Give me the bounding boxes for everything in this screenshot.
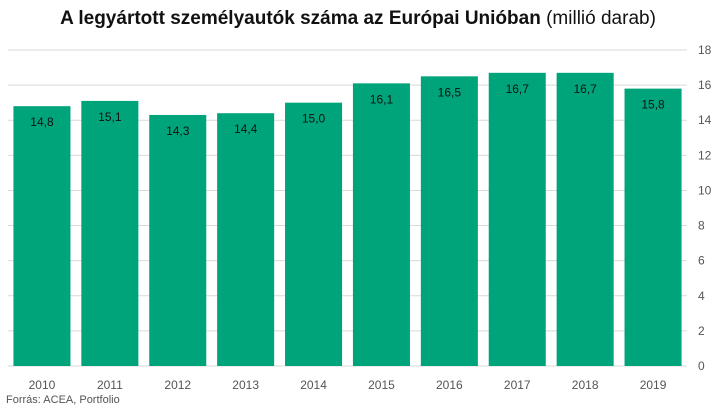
bar-value-label: 15,0 [302,112,326,126]
x-tick-label: 2010 [29,378,56,392]
y-tick-label: 16 [698,78,712,92]
bar-value-label: 14,3 [166,124,190,138]
y-tick-label: 0 [698,359,705,373]
bar-value-label: 16,1 [370,92,394,106]
bar-value-label: 16,5 [438,85,462,99]
x-tick-label: 2013 [232,378,259,392]
bar [285,102,343,367]
bar-value-label: 14,4 [234,122,258,136]
bar-value-label: 14,8 [30,115,54,129]
y-tick-label: 14 [698,113,712,127]
bar [81,100,139,367]
x-tick-label: 2015 [368,378,395,392]
bar [420,76,478,366]
bar [149,114,207,366]
x-tick-label: 2016 [436,378,463,392]
y-tick-label: 4 [698,289,705,303]
bar [217,113,275,366]
bar [488,72,546,367]
x-tick-label: 2018 [572,378,599,392]
y-tick-label: 18 [698,43,712,57]
bar-value-label: 16,7 [573,82,597,96]
chart-title: A legyártott személyautók száma az Európ… [0,8,716,30]
x-tick-label: 2019 [640,378,667,392]
y-tick-label: 6 [698,254,705,268]
source-note: Forrás: ACEA, Portfolio [6,394,120,406]
y-tick-label: 8 [698,219,705,233]
x-tick-label: 2017 [504,378,531,392]
bar-value-label: 16,7 [506,82,530,96]
bar [624,88,682,366]
y-tick-label: 10 [698,183,712,197]
bar-value-label: 15,1 [98,110,122,124]
y-tick-label: 12 [698,148,712,162]
bar [352,83,410,366]
x-tick-label: 2012 [164,378,191,392]
x-tick-label: 2014 [300,378,327,392]
x-tick-label: 2011 [97,378,123,392]
bar [556,72,614,367]
y-tick-label: 2 [698,324,705,338]
bar-value-label: 15,8 [641,98,665,112]
chart-title-main: A legyártott személyautók száma az Európ… [60,8,541,29]
chart-title-unit: (millió darab) [546,8,656,29]
bar [13,106,71,366]
